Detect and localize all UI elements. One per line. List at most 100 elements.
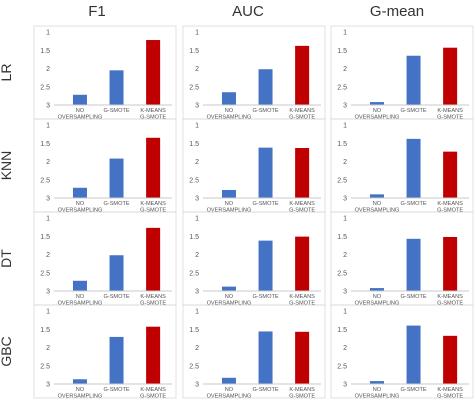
- row-label-dt: DT: [0, 249, 14, 268]
- x-category-label: OVERSAMPLING: [58, 301, 103, 307]
- y-tick-label: 2.5: [337, 270, 347, 277]
- x-category-label: OVERSAMPLING: [207, 115, 252, 121]
- y-tick-label: 1: [195, 30, 199, 37]
- bar-k-means-g-smote: [146, 137, 161, 198]
- bar-k-means-g-smote: [146, 326, 161, 384]
- y-tick-label: 3: [195, 382, 199, 389]
- x-category-label: NO: [373, 387, 382, 393]
- y-tick-label: 2.5: [40, 177, 50, 184]
- row-label-lr: LR: [0, 64, 14, 82]
- y-tick-label: 3: [195, 103, 199, 110]
- x-category-label: NO: [373, 294, 382, 300]
- y-tick-label: 1.5: [337, 327, 347, 334]
- y-tick-label: 2.5: [40, 270, 50, 277]
- x-category-label: G-SMOTE: [103, 201, 129, 207]
- y-tick-label: 2: [195, 66, 199, 73]
- y-tick-label: 2: [46, 66, 50, 73]
- y-tick-label: 2.5: [189, 84, 199, 91]
- x-category-label: K-MEANS: [437, 201, 463, 207]
- x-category-label: NO: [373, 108, 382, 114]
- y-tick-label: 2.5: [189, 270, 199, 277]
- x-category-label: G-SMOTE: [252, 294, 278, 300]
- x-category-label: OVERSAMPLING: [207, 301, 252, 307]
- y-tick-label: 3: [343, 103, 347, 110]
- row-label-gbc: GBC: [0, 336, 14, 366]
- x-category-label: OVERSAMPLING: [355, 208, 400, 214]
- x-category-label: NO: [225, 201, 234, 207]
- x-category-label: K-MEANS: [140, 201, 166, 207]
- bar-no-oversampling: [72, 187, 87, 198]
- y-tick-label: 1: [343, 123, 347, 130]
- x-category-label: G-SMOTE: [103, 387, 129, 393]
- y-tick-label: 2.5: [337, 84, 347, 91]
- bar-g-smote: [258, 147, 273, 198]
- x-category-label: G-SMOTE: [252, 387, 278, 393]
- y-tick-label: 1.5: [189, 327, 199, 334]
- y-tick-label: 1: [343, 309, 347, 316]
- column-title-auc: AUC: [232, 3, 264, 20]
- y-tick-label: 1.5: [40, 234, 50, 241]
- x-category-label: OVERSAMPLING: [58, 394, 103, 400]
- y-tick-label: 1: [195, 123, 199, 130]
- row-label-knn: KNN: [0, 151, 14, 181]
- y-tick-label: 1.5: [40, 141, 50, 148]
- y-tick-label: 1.5: [337, 48, 347, 55]
- x-category-label: OVERSAMPLING: [58, 208, 103, 214]
- y-tick-label: 1.5: [40, 48, 50, 55]
- bar-no-oversampling: [369, 288, 384, 291]
- y-tick-label: 2: [46, 159, 50, 166]
- bar-k-means-g-smote: [443, 47, 458, 105]
- bar-g-smote: [258, 240, 273, 291]
- y-tick-label: 2.5: [40, 84, 50, 91]
- y-tick-label: 1.5: [189, 234, 199, 241]
- x-category-label: G-SMOTE: [103, 108, 129, 114]
- x-category-label: G-SMOTE: [400, 387, 426, 393]
- y-tick-label: 3: [46, 382, 50, 389]
- x-category-label: G-SMOTE: [140, 301, 166, 307]
- y-tick-label: 1: [46, 309, 50, 316]
- x-category-label: OVERSAMPLING: [58, 115, 103, 121]
- x-category-label: G-SMOTE: [140, 115, 166, 121]
- x-category-label: OVERSAMPLING: [355, 394, 400, 400]
- x-category-label: NO: [225, 294, 234, 300]
- y-tick-label: 2.5: [337, 177, 347, 184]
- bar-k-means-g-smote: [443, 151, 458, 198]
- x-category-label: NO: [225, 108, 234, 114]
- y-tick-label: 2: [46, 345, 50, 352]
- bar-no-oversampling: [221, 189, 236, 198]
- bar-k-means-g-smote: [295, 331, 310, 384]
- y-tick-label: 2: [46, 252, 50, 259]
- x-category-label: OVERSAMPLING: [355, 301, 400, 307]
- y-tick-label: 1.5: [189, 48, 199, 55]
- bar-no-oversampling: [72, 379, 87, 384]
- x-category-label: K-MEANS: [140, 387, 166, 393]
- y-tick-label: 3: [343, 382, 347, 389]
- y-tick-label: 3: [195, 289, 199, 296]
- x-category-label: G-SMOTE: [140, 208, 166, 214]
- y-tick-label: 2: [343, 159, 347, 166]
- x-category-label: G-SMOTE: [289, 115, 315, 121]
- bar-no-oversampling: [369, 381, 384, 384]
- bar-g-smote: [109, 70, 124, 105]
- y-tick-label: 3: [195, 196, 199, 203]
- x-category-label: G-SMOTE: [400, 201, 426, 207]
- bar-no-oversampling: [72, 280, 87, 291]
- x-category-label: G-SMOTE: [103, 294, 129, 300]
- bar-g-smote: [406, 238, 421, 291]
- y-tick-label: 2.5: [189, 363, 199, 370]
- y-tick-label: 1.5: [40, 327, 50, 334]
- row-labels: LR KNN DT GBC: [0, 64, 14, 367]
- x-category-label: OVERSAMPLING: [207, 394, 252, 400]
- bar-g-smote: [109, 158, 124, 198]
- bar-k-means-g-smote: [146, 227, 161, 291]
- y-tick-label: 3: [46, 196, 50, 203]
- x-category-label: NO: [76, 201, 85, 207]
